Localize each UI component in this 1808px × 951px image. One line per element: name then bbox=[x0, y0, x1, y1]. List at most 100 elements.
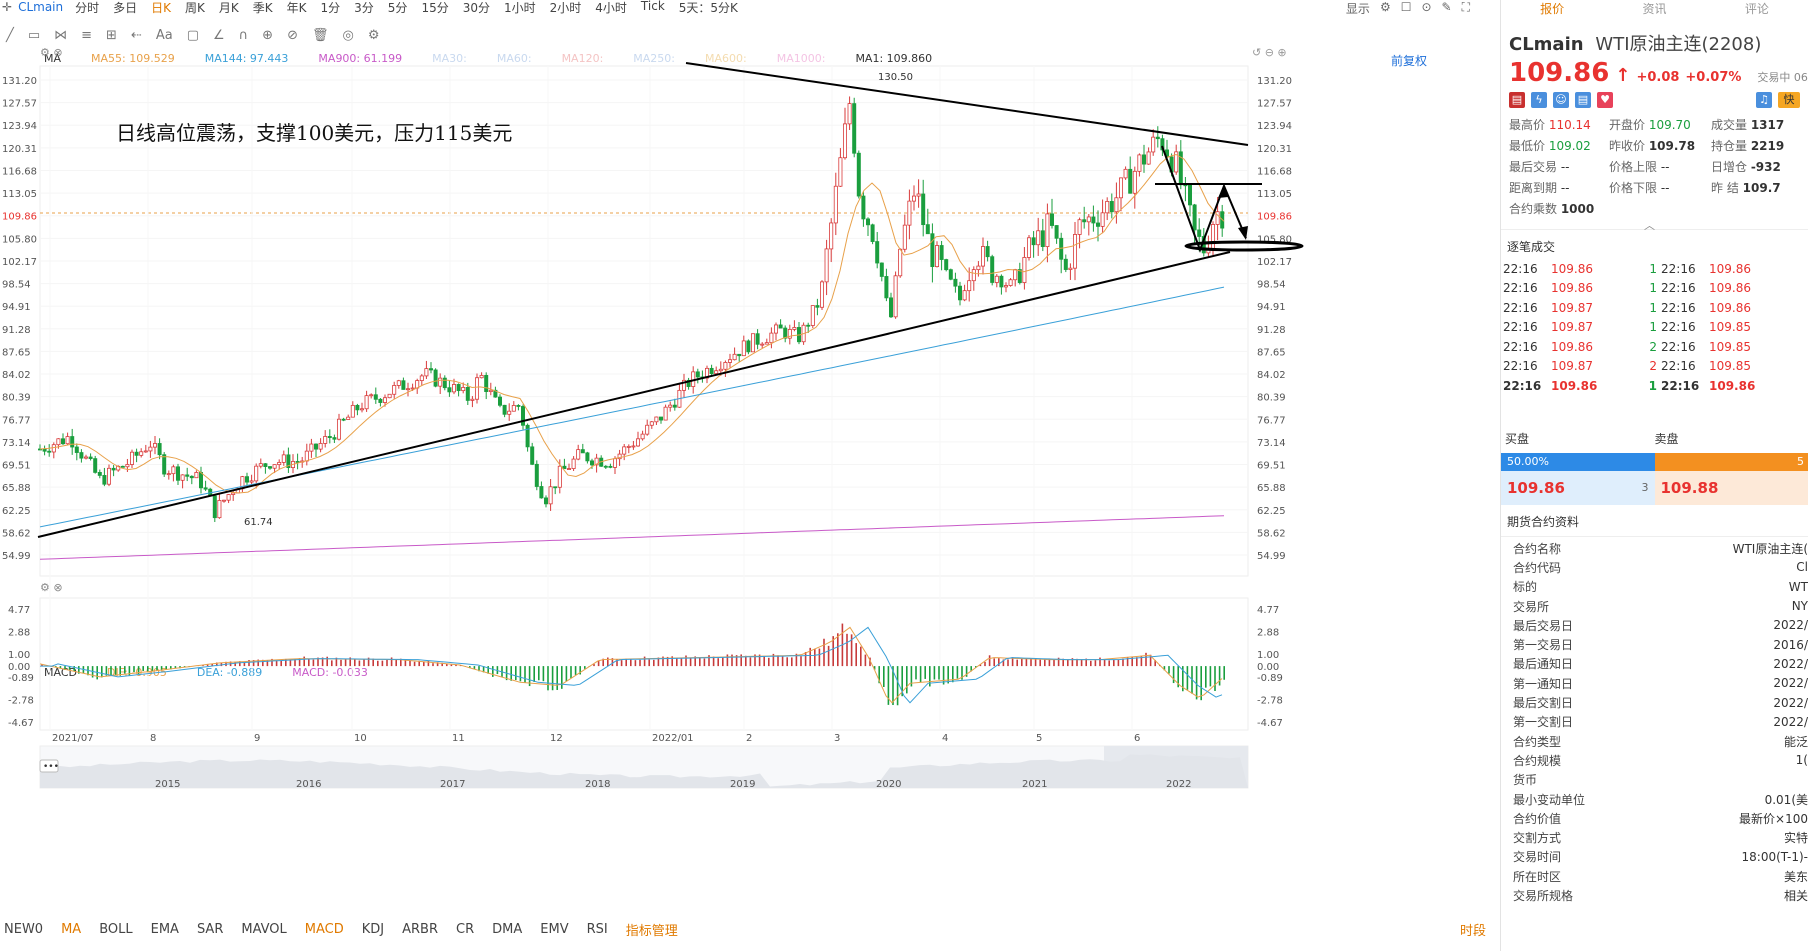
timeframe-13[interactable]: 2小时 bbox=[549, 0, 582, 15]
timeframe-10[interactable]: 15分 bbox=[421, 0, 449, 15]
timeframe-11[interactable]: 30分 bbox=[462, 0, 490, 15]
indicator-tab[interactable]: MAVOL bbox=[241, 921, 287, 937]
hide-tool-icon[interactable]: ⊘ bbox=[287, 27, 298, 43]
measure-tool-icon[interactable]: ⊞ bbox=[106, 27, 117, 43]
indicator-tab[interactable]: NEW0 bbox=[4, 921, 44, 937]
indicator-tab[interactable]: MACD bbox=[304, 921, 344, 937]
timeframe-15[interactable]: Tick bbox=[640, 0, 665, 13]
line-tool-icon[interactable]: ╱ bbox=[6, 27, 14, 43]
candle-body bbox=[373, 394, 378, 400]
candle-body bbox=[709, 367, 714, 374]
ma-legend-item[interactable]: MA1: 109.860 bbox=[855, 52, 933, 65]
fib-tool-icon[interactable]: ⋈ bbox=[54, 27, 68, 43]
best-bid[interactable]: 109.86 3 bbox=[1501, 470, 1655, 505]
bell-icon[interactable]: ♫ bbox=[1756, 92, 1772, 108]
price-tick-right: 62.25 bbox=[1257, 506, 1286, 517]
eye-tool-icon[interactable]: ◎ bbox=[342, 27, 354, 43]
timeframe-3[interactable]: 周K bbox=[185, 0, 205, 15]
indicator-tab[interactable]: ARBR bbox=[402, 921, 439, 937]
heart-icon[interactable]: ♥ bbox=[1597, 92, 1613, 108]
display-dropdown[interactable]: 显示 bbox=[1345, 2, 1370, 16]
timeframe-6[interactable]: 年K bbox=[286, 0, 307, 15]
indicator-tab[interactable]: CR bbox=[456, 921, 475, 937]
symbol-selector[interactable]: CLmain bbox=[18, 0, 64, 14]
indicator-tab[interactable]: KDJ bbox=[361, 921, 385, 937]
candle-body bbox=[521, 406, 526, 426]
delete-tool-icon[interactable]: 🗑 bbox=[311, 27, 329, 43]
ma-legend-item[interactable]: MA bbox=[44, 52, 62, 65]
indicator-tab[interactable]: RSI bbox=[586, 921, 608, 937]
note-tool-icon[interactable]: ▢ bbox=[186, 27, 199, 43]
settings-icon[interactable]: ⚙ bbox=[1379, 0, 1391, 14]
macd-legend-item[interactable]: DEA: -0.889 bbox=[196, 666, 263, 679]
timezone-button[interactable]: 时段 bbox=[1459, 923, 1486, 939]
ma-legend-item[interactable]: MA600: bbox=[705, 52, 747, 65]
lightning-icon[interactable]: ϟ bbox=[1531, 92, 1547, 108]
ma-legend-item[interactable]: MA30: bbox=[432, 52, 467, 65]
gear-tool-icon[interactable]: ⚙ bbox=[367, 27, 380, 43]
crosshair-icon[interactable]: ✛ bbox=[2, 0, 13, 14]
indicator-tab[interactable]: DMA bbox=[492, 921, 523, 937]
text-tool-icon[interactable]: Aa bbox=[155, 27, 173, 43]
ma-legend-item[interactable]: MA120: bbox=[561, 52, 604, 65]
ma-legend-item[interactable]: MA1000: bbox=[776, 52, 826, 65]
candle-body bbox=[728, 359, 733, 363]
quote-tab[interactable]: 报价 bbox=[1540, 2, 1565, 16]
price-tick-left: 58.62 bbox=[2, 528, 31, 539]
timeframe-9[interactable]: 5分 bbox=[387, 0, 408, 15]
candle-body bbox=[336, 418, 341, 440]
quick-trade-button[interactable]: 快 bbox=[1778, 92, 1800, 108]
doc-icon[interactable]: ▤ bbox=[1575, 92, 1591, 108]
collapse-icon[interactable]: ︿ bbox=[1644, 219, 1655, 232]
timeframe-2[interactable]: 日K bbox=[151, 0, 172, 15]
indicator-tab[interactable]: EMA bbox=[150, 921, 179, 937]
ma-legend-item[interactable]: MA250: bbox=[633, 52, 675, 65]
quote-tab[interactable]: 评论 bbox=[1744, 2, 1769, 16]
timeframe-5[interactable]: 季K bbox=[252, 0, 273, 15]
ma-legend-item[interactable]: MA60: bbox=[496, 52, 532, 65]
candle-body bbox=[120, 465, 125, 468]
indicator-tab[interactable]: 指标管理 bbox=[625, 923, 678, 939]
overview-handle[interactable] bbox=[39, 759, 59, 773]
candle-body bbox=[1017, 269, 1022, 283]
camera-icon[interactable]: ⊙ bbox=[1421, 0, 1432, 14]
candle-body bbox=[944, 259, 949, 271]
ma-legend-item[interactable]: MA144: 97.443 bbox=[204, 52, 289, 65]
trade-time: 22:16 bbox=[1503, 359, 1538, 374]
adjust-button[interactable]: 前复权 bbox=[1391, 54, 1428, 68]
indicator-tab[interactable]: BOLL bbox=[99, 921, 133, 937]
layout-icon[interactable]: ☐ bbox=[1400, 0, 1412, 14]
ma-legend-item[interactable]: MA900: 61.199 bbox=[318, 52, 403, 65]
timeframe-12[interactable]: 1小时 bbox=[504, 0, 536, 15]
timeframe-7[interactable]: 1分 bbox=[320, 0, 341, 15]
quote-tab[interactable]: 资讯 bbox=[1642, 2, 1667, 16]
indicator-tab[interactable]: SAR bbox=[196, 921, 224, 937]
fullscreen-icon[interactable]: ⛶ bbox=[1461, 0, 1470, 14]
timeframe-1[interactable]: 多日 bbox=[113, 0, 138, 15]
indicator-tab[interactable]: MA bbox=[61, 921, 82, 937]
timeframe-8[interactable]: 3分 bbox=[354, 0, 374, 15]
pen-tool-icon[interactable]: ∠ bbox=[213, 27, 225, 43]
timeframe-0[interactable]: 分时 bbox=[75, 0, 100, 15]
macd-legend-item[interactable]: MACD bbox=[44, 666, 77, 679]
stat-value: -- bbox=[1560, 181, 1570, 195]
lock-tool-icon[interactable]: ⊕ bbox=[262, 27, 274, 43]
channel-tool-icon[interactable]: ≡ bbox=[81, 27, 93, 43]
magnet-tool-icon[interactable]: ∩ bbox=[238, 27, 249, 43]
candle-body bbox=[861, 195, 866, 220]
macd-legend-item[interactable]: MACD: -0.033 bbox=[292, 666, 368, 679]
price-tick-left: 116.68 bbox=[2, 166, 37, 177]
timeframe-14[interactable]: 4小时 bbox=[595, 0, 627, 15]
person-icon[interactable]: ☺ bbox=[1553, 92, 1569, 108]
indicator-tab[interactable]: EMV bbox=[540, 921, 569, 937]
timeframe-16[interactable]: 5天：5分K bbox=[678, 0, 738, 15]
rect-tool-icon[interactable]: ▭ bbox=[27, 27, 41, 43]
candle-body bbox=[424, 368, 429, 377]
best-ask[interactable]: 109.88 bbox=[1654, 470, 1808, 505]
arrow-tool-icon[interactable]: ⇠ bbox=[130, 27, 142, 43]
edit-icon[interactable]: ✎ bbox=[1441, 0, 1452, 14]
timeframe-4[interactable]: 月K bbox=[218, 0, 239, 15]
candle-body bbox=[925, 224, 930, 235]
ma-legend-item[interactable]: MA55: 109.529 bbox=[91, 52, 175, 65]
